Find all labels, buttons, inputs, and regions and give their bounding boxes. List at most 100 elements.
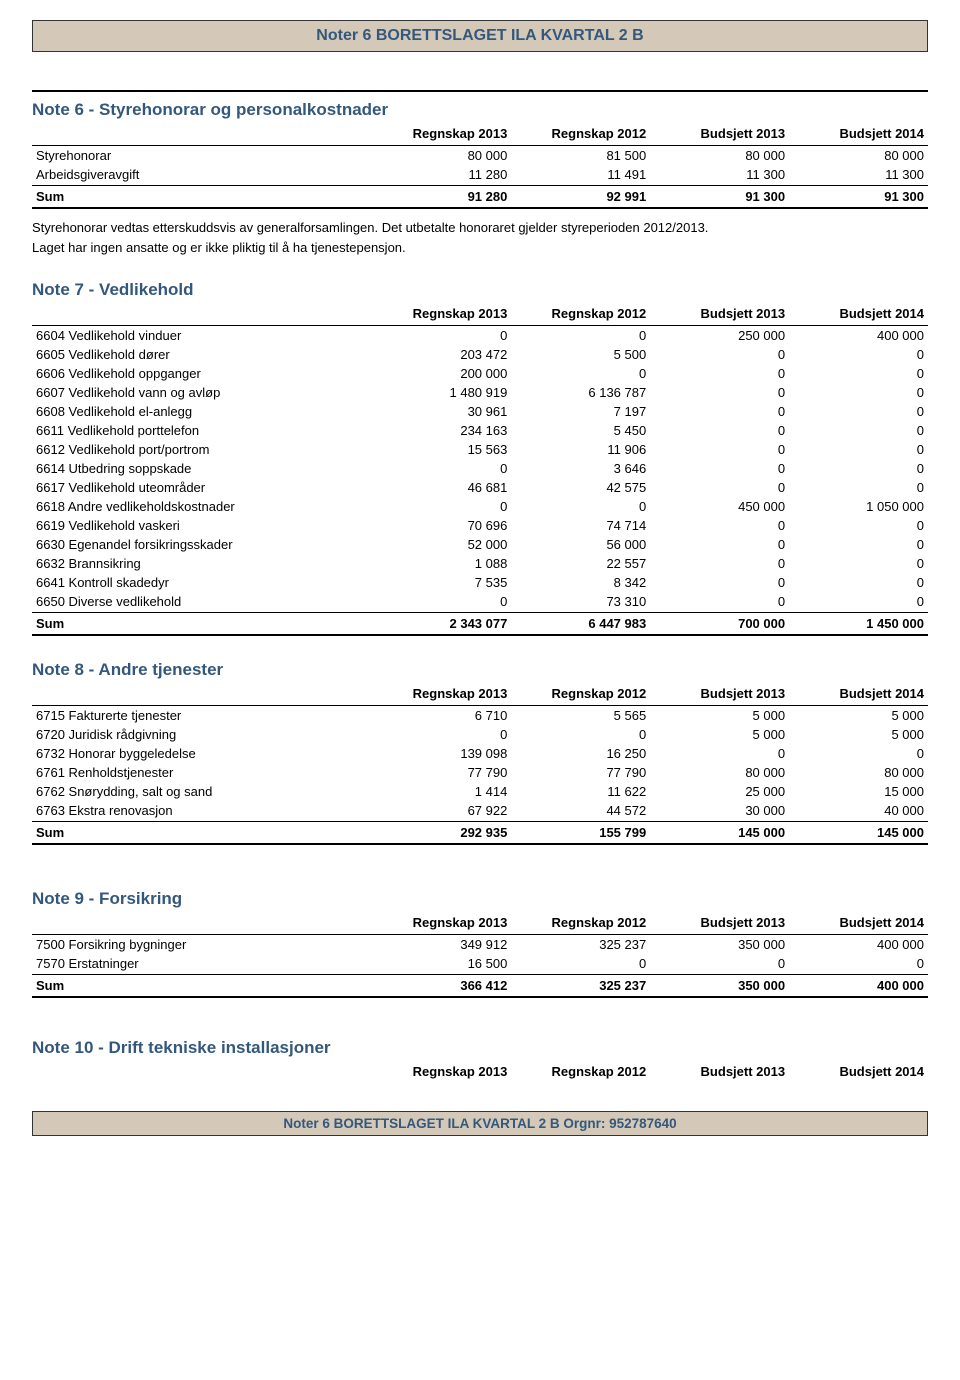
row-label: 6763 Ekstra renovasjon <box>32 801 372 822</box>
row-value: 5 565 <box>511 706 650 726</box>
table-row: Arbeidsgiveravgift11 28011 49111 30011 3… <box>32 165 928 186</box>
row-value: 42 575 <box>511 478 650 497</box>
note7-tbody: 6604 Vedlikehold vinduer00250 000400 000… <box>32 326 928 636</box>
sum-value: 325 237 <box>511 975 650 998</box>
table-row: 6611 Vedlikehold porttelefon234 1635 450… <box>32 421 928 440</box>
sum-value: 700 000 <box>650 613 789 636</box>
row-label: Styrehonorar <box>32 146 372 166</box>
note6-title: Note 6 - Styrehonorar og personalkostnad… <box>32 100 928 120</box>
row-value: 80 000 <box>650 763 789 782</box>
row-value: 349 912 <box>372 935 511 955</box>
row-value: 0 <box>789 402 928 421</box>
row-value: 0 <box>650 954 789 975</box>
row-label: 6612 Vedlikehold port/portrom <box>32 440 372 459</box>
col-regnskap-2012: Regnskap 2012 <box>511 304 650 326</box>
header-empty <box>32 913 372 935</box>
sum-value: 91 300 <box>650 186 789 209</box>
row-value: 11 300 <box>789 165 928 186</box>
col-budsjett-2013: Budsjett 2013 <box>650 124 789 146</box>
row-label: 6732 Honorar byggeledelse <box>32 744 372 763</box>
row-value: 0 <box>650 516 789 535</box>
col-regnskap-2013: Regnskap 2013 <box>372 913 511 935</box>
row-value: 0 <box>650 421 789 440</box>
page-header-band: Noter 6 BORETTSLAGET ILA KVARTAL 2 B <box>32 20 928 52</box>
row-value: 6 136 787 <box>511 383 650 402</box>
note7-title: Note 7 - Vedlikehold <box>32 280 928 300</box>
table-header-row: Regnskap 2013 Regnskap 2012 Budsjett 201… <box>32 684 928 706</box>
row-value: 0 <box>650 573 789 592</box>
sum-row: Sum91 28092 99191 30091 300 <box>32 186 928 209</box>
col-regnskap-2013: Regnskap 2013 <box>372 1062 511 1083</box>
row-value: 0 <box>789 459 928 478</box>
row-label: 6715 Fakturerte tjenester <box>32 706 372 726</box>
row-value: 5 000 <box>650 706 789 726</box>
sum-value: 91 280 <box>372 186 511 209</box>
table-header-row: Regnskap 2013 Regnskap 2012 Budsjett 201… <box>32 124 928 146</box>
row-value: 22 557 <box>511 554 650 573</box>
header-empty <box>32 1062 372 1083</box>
row-value: 11 300 <box>650 165 789 186</box>
sum-row: Sum292 935155 799145 000145 000 <box>32 822 928 845</box>
row-value: 0 <box>789 364 928 383</box>
row-value: 139 098 <box>372 744 511 763</box>
table-row: 6618 Andre vedlikeholdskostnader00450 00… <box>32 497 928 516</box>
row-value: 234 163 <box>372 421 511 440</box>
row-value: 0 <box>511 725 650 744</box>
row-value: 0 <box>372 459 511 478</box>
note9-title: Note 9 - Forsikring <box>32 889 928 909</box>
table-row: 6612 Vedlikehold port/portrom15 56311 90… <box>32 440 928 459</box>
col-regnskap-2013: Regnskap 2013 <box>372 304 511 326</box>
table-row: 6650 Diverse vedlikehold073 31000 <box>32 592 928 613</box>
row-value: 0 <box>650 554 789 573</box>
row-value: 5 000 <box>789 725 928 744</box>
row-value: 15 563 <box>372 440 511 459</box>
row-value: 203 472 <box>372 345 511 364</box>
table-row: 6761 Renholdstjenester77 79077 79080 000… <box>32 763 928 782</box>
sum-label: Sum <box>32 975 372 998</box>
row-value: 25 000 <box>650 782 789 801</box>
col-regnskap-2013: Regnskap 2013 <box>372 684 511 706</box>
sum-value: 145 000 <box>650 822 789 845</box>
row-value: 11 491 <box>511 165 650 186</box>
row-value: 0 <box>789 383 928 402</box>
note7-table: Regnskap 2013 Regnskap 2012 Budsjett 201… <box>32 304 928 636</box>
col-regnskap-2012: Regnskap 2012 <box>511 684 650 706</box>
note6-table: Regnskap 2013 Regnskap 2012 Budsjett 201… <box>32 124 928 209</box>
page-header-title: Noter 6 BORETTSLAGET ILA KVARTAL 2 B <box>316 27 643 44</box>
row-value: 0 <box>650 459 789 478</box>
row-label: 6606 Vedlikehold oppganger <box>32 364 372 383</box>
row-value: 46 681 <box>372 478 511 497</box>
page-footer-band: Noter 6 BORETTSLAGET ILA KVARTAL 2 B Org… <box>32 1111 928 1136</box>
sum-value: 6 447 983 <box>511 613 650 636</box>
row-value: 450 000 <box>650 497 789 516</box>
table-row: 6608 Vedlikehold el-anlegg30 9617 19700 <box>32 402 928 421</box>
col-regnskap-2012: Regnskap 2012 <box>511 1062 650 1083</box>
row-value: 0 <box>789 954 928 975</box>
col-budsjett-2014: Budsjett 2014 <box>789 124 928 146</box>
note8-tbody: 6715 Fakturerte tjenester6 7105 5655 000… <box>32 706 928 845</box>
row-value: 0 <box>650 744 789 763</box>
row-value: 3 646 <box>511 459 650 478</box>
col-budsjett-2014: Budsjett 2014 <box>789 913 928 935</box>
note9-table: Regnskap 2013 Regnskap 2012 Budsjett 201… <box>32 913 928 998</box>
row-value: 0 <box>372 725 511 744</box>
row-label: 6614 Utbedring soppskade <box>32 459 372 478</box>
note8-title: Note 8 - Andre tjenester <box>32 660 928 680</box>
row-value: 0 <box>511 497 650 516</box>
sum-value: 350 000 <box>650 975 789 998</box>
table-row: 6763 Ekstra renovasjon67 92244 57230 000… <box>32 801 928 822</box>
table-row: 6630 Egenandel forsikringsskader52 00056… <box>32 535 928 554</box>
table-row: 6619 Vedlikehold vaskeri70 69674 71400 <box>32 516 928 535</box>
sum-label: Sum <box>32 613 372 636</box>
row-value: 8 342 <box>511 573 650 592</box>
col-budsjett-2014: Budsjett 2014 <box>789 684 928 706</box>
row-label: 6720 Juridisk rådgivning <box>32 725 372 744</box>
col-regnskap-2013: Regnskap 2013 <box>372 124 511 146</box>
table-row: 6606 Vedlikehold oppganger200 000000 <box>32 364 928 383</box>
table-row: 6607 Vedlikehold vann og avløp1 480 9196… <box>32 383 928 402</box>
row-value: 0 <box>789 592 928 613</box>
row-value: 70 696 <box>372 516 511 535</box>
row-value: 5 450 <box>511 421 650 440</box>
row-value: 400 000 <box>789 935 928 955</box>
col-budsjett-2013: Budsjett 2013 <box>650 1062 789 1083</box>
